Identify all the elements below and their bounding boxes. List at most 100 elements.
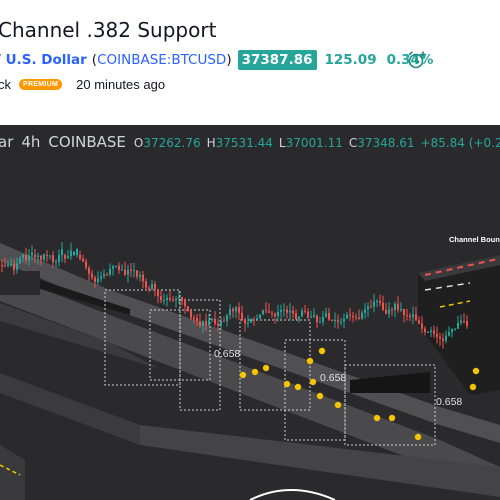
candle-body (109, 268, 111, 275)
candle-body (265, 310, 267, 312)
box-top-dashed-line (424, 258, 499, 276)
candle-body (70, 250, 72, 257)
symbol-line: / U.S. Dollar (COINBASE:BTCUSD) 37387.86… (0, 49, 433, 71)
candle-body (34, 255, 36, 258)
candle-body (289, 310, 291, 313)
candle-body (373, 301, 375, 307)
fib-label-2: 0.658 (320, 372, 346, 384)
candle-body (448, 332, 450, 336)
candle-body (307, 311, 309, 318)
chart-canvas[interactable]: 0.658 0.658 0.658 Channel Boun (0, 125, 500, 500)
candle-body (415, 314, 417, 321)
candle-body (397, 303, 399, 310)
candle-body (28, 255, 30, 261)
candle-body (295, 313, 297, 320)
candle-body (304, 310, 306, 312)
candle-body (238, 307, 240, 313)
candle-body (181, 297, 183, 302)
signal-marker (334, 401, 342, 409)
candle-body (82, 258, 84, 262)
candle-body (355, 317, 357, 319)
candle-body (286, 309, 288, 313)
candle-body (280, 310, 282, 312)
candle-body (463, 320, 465, 322)
candle-body (460, 320, 462, 323)
candle-body (316, 315, 318, 322)
author-name[interactable]: ck (0, 76, 11, 92)
candle-body (205, 320, 207, 326)
symbol-pair-name[interactable]: / U.S. Dollar (0, 52, 87, 68)
candle-body (148, 287, 150, 290)
candle-body (37, 255, 39, 258)
signal-marker (294, 383, 302, 391)
candle-body (346, 314, 348, 319)
candle-body (94, 277, 96, 283)
candle-body (166, 297, 168, 301)
candle-body (301, 310, 303, 317)
candle-body (43, 253, 45, 260)
dotted-box (179, 299, 221, 411)
candle-body (424, 328, 426, 333)
candle-body (211, 319, 213, 321)
candle-body (103, 274, 105, 277)
author-line: ck PREMIUM 20 minutes ago (0, 75, 165, 93)
candle-body (193, 317, 195, 319)
signal-marker (262, 364, 270, 372)
candle-body (244, 319, 246, 324)
candle-body (271, 312, 273, 314)
legend-symbol[interactable]: ar (0, 133, 14, 151)
candle-body (328, 313, 330, 320)
candle-body (226, 315, 228, 322)
candle-body (433, 330, 435, 334)
fib-label-3: 0.658 (436, 396, 462, 408)
candle-body (1, 265, 3, 266)
exchange-symbol[interactable]: (COINBASE:BTCUSD) (92, 52, 232, 68)
signal-marker (373, 414, 381, 422)
candle-body (187, 306, 189, 311)
legend-interval[interactable]: 4h (21, 133, 41, 151)
signal-marker (472, 367, 480, 375)
exchange-open-paren: ( (91, 52, 98, 68)
candle-body (46, 255, 48, 257)
candle-body (40, 255, 42, 260)
candle-body (451, 329, 453, 333)
candle-body (145, 281, 147, 288)
candle-body (274, 313, 276, 317)
alarm-clock-plus-icon[interactable] (406, 49, 428, 71)
chart-area[interactable]: 0.658 0.658 0.658 Channel Boun ar 4h COI… (0, 125, 500, 500)
cursor-arc (249, 489, 336, 500)
channel-gap-1 (0, 271, 40, 295)
candle-body (406, 314, 408, 316)
candle-body (331, 319, 333, 322)
candle-body (283, 309, 285, 311)
idea-title: Channel .382 Support (0, 18, 217, 42)
candle-body (232, 308, 234, 312)
candle-body (418, 320, 420, 324)
close-value: 37348.61 (357, 136, 415, 150)
change-value: +85.84 (+0.23%) (420, 136, 500, 150)
candle-body (361, 312, 363, 319)
candle-body (184, 301, 186, 307)
candle-body (235, 307, 237, 312)
candle-body (64, 255, 66, 259)
candle-body (79, 255, 81, 259)
candle-body (136, 270, 138, 277)
candle-body (325, 313, 327, 317)
candle-body (247, 322, 249, 324)
candle-body (55, 261, 57, 263)
candle-body (259, 314, 261, 319)
ohlc-legend: ar 4h COINBASE O 37262.76 H 37531.44 L 3700… (0, 133, 500, 151)
candle-body (394, 303, 396, 311)
exchange-symbol-text[interactable]: COINBASE:BTCUSD (97, 52, 227, 68)
candle-body (127, 269, 129, 275)
candle-body (19, 257, 21, 264)
legend-exchange: COINBASE (48, 133, 126, 151)
candle-body (13, 263, 15, 270)
candle-body (421, 323, 423, 329)
candle-body (343, 318, 345, 322)
channel-band-bottom (0, 303, 160, 369)
candle-body (256, 318, 258, 320)
candle-body (163, 300, 165, 302)
candle-body (457, 322, 459, 329)
candle-body (202, 320, 204, 327)
